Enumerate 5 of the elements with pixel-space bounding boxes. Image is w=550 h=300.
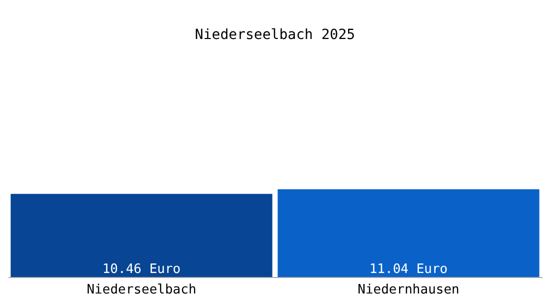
x-tick-label: Niedernhausen (358, 282, 460, 298)
x-tick-label: Niederseelbach (86, 282, 196, 298)
data-label: 10.46 Euro (102, 262, 181, 277)
data-label: 11.04 Euro (369, 262, 448, 277)
chart-title: Niederseelbach 2025 (194, 27, 356, 43)
